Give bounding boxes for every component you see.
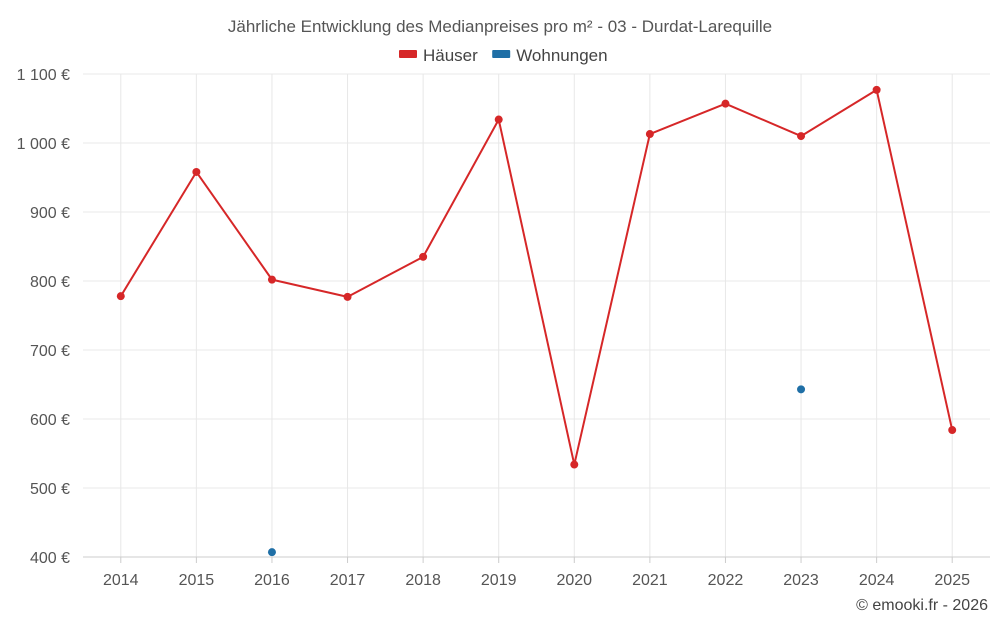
y-tick-label: 700 € [30, 343, 70, 360]
x-tick-label: 2021 [632, 572, 668, 589]
y-tick-label: 400 € [30, 550, 70, 567]
y-tick-label: 600 € [30, 412, 70, 429]
legend-swatch [492, 50, 511, 58]
data-point[interactable] [192, 167, 201, 176]
x-tick-label: 2015 [179, 572, 215, 589]
legend-item[interactable]: Häuser [399, 46, 478, 65]
x-tick-label: 2017 [330, 572, 366, 589]
y-axis: 400 € 500 € 600 € 700 € 800 € 900 € 1 000 € 1 1… [17, 67, 70, 567]
y-tick-label: 800 € [30, 274, 70, 291]
data-point[interactable] [797, 385, 806, 394]
x-tick-label: 2023 [783, 572, 819, 589]
data-point[interactable] [872, 85, 881, 94]
x-tick-label: 2014 [103, 572, 139, 589]
legend-label: Häuser [423, 46, 478, 65]
grid [83, 73, 990, 557]
data-point[interactable] [419, 252, 428, 261]
x-tick-label: 2018 [405, 572, 441, 589]
series-layer [116, 85, 957, 557]
y-tick-label: 500 € [30, 481, 70, 498]
data-point[interactable] [797, 132, 806, 141]
series-line-segment [800, 88, 878, 138]
data-point[interactable] [948, 426, 957, 435]
data-point[interactable] [494, 115, 503, 124]
series-line-segment [724, 102, 803, 138]
series-line-segment [875, 88, 954, 432]
x-tick-label: 2016 [254, 572, 290, 589]
series-line-segment [573, 133, 651, 466]
series-line-segment [497, 118, 576, 466]
x-tick-label: 2025 [934, 572, 970, 589]
credit-text: © emooki.fr - 2026 [856, 597, 988, 614]
series-wohnungen [267, 385, 806, 557]
series-line-segment [648, 102, 727, 136]
series-line-segment [270, 278, 349, 298]
data-point[interactable] [570, 460, 579, 469]
data-point[interactable] [721, 99, 730, 108]
data-point[interactable] [343, 292, 352, 301]
series-line-segment [119, 170, 198, 298]
y-tick-label: 900 € [30, 205, 70, 222]
y-tick-label: 1 000 € [17, 136, 70, 153]
y-tick-label: 1 100 € [17, 67, 70, 84]
chart-title: Jährliche Entwicklung des Medianpreises … [228, 17, 772, 36]
legend-label: Wohnungen [516, 46, 607, 65]
data-point[interactable] [267, 548, 276, 557]
x-tick-label: 2019 [481, 572, 517, 589]
legend-item[interactable]: Wohnungen [492, 46, 608, 65]
data-point[interactable] [116, 292, 125, 301]
series-line-segment [346, 255, 425, 298]
series-line-segment [195, 170, 273, 281]
data-point[interactable] [645, 130, 654, 139]
series-line-segment [422, 118, 500, 258]
x-axis: 2014 2015 2016 2017 2018 2019 2020 2021 2022 2023… [83, 556, 990, 589]
x-tick-label: 2024 [859, 572, 895, 589]
data-point[interactable] [267, 275, 276, 284]
x-tick-label: 2020 [556, 572, 592, 589]
series-haeuser [116, 85, 957, 469]
x-tick-label: 2022 [708, 572, 744, 589]
legend-swatch [399, 50, 417, 58]
legend: Häuser Wohnungen [399, 46, 608, 65]
